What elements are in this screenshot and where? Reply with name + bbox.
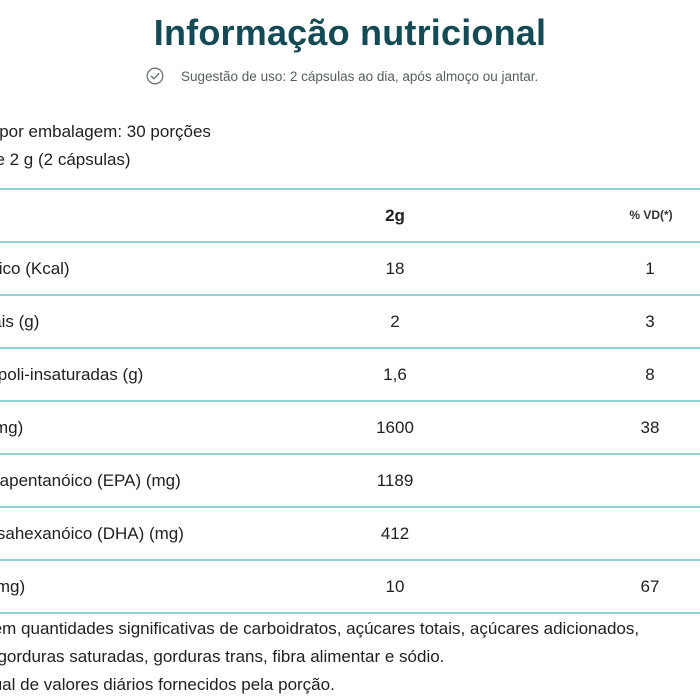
nutrient-amount: 1,6 — [383, 365, 407, 384]
table-row: uras poli-insaturadas (g) 1,6 8 — [0, 347, 700, 400]
nutrient-name: a 3 (mg) — [0, 418, 24, 437]
usage-text: Sugestão de uso: 2 cápsulas ao dia, após… — [181, 68, 539, 84]
nutrient-amount: 1600 — [376, 418, 414, 437]
usage-suggestion: Sugestão de uso: 2 cápsulas ao dia, após… — [146, 66, 538, 86]
footnote-line: tém quantidades significativas de carboi… — [0, 619, 640, 638]
table-row: eicosapentanóico (EPA) (mg) 1189 — [0, 453, 700, 506]
column-header-vd: % VD(*) — [629, 208, 673, 222]
table-row: a E (mg) 10 67 — [0, 559, 700, 614]
nutrient-vd: 1 — [645, 259, 655, 278]
nutrient-vd: 67 — [640, 577, 660, 596]
nutrient-name: docosahexanóico (DHA) (mg) — [0, 524, 184, 543]
check-circle-icon — [146, 67, 164, 85]
nutrient-name: ergético (Kcal) — [0, 259, 70, 278]
nutrient-amount: 10 — [385, 577, 405, 596]
serving-size: de 2 g (2 cápsulas) — [0, 150, 131, 169]
footnote-line: tual de valores diários fornecidos pela … — [0, 675, 335, 694]
nutrient-amount: 412 — [380, 524, 410, 543]
table-row: a 3 (mg) 1600 38 — [0, 400, 700, 453]
footnote-line: , gorduras saturadas, gorduras trans, fi… — [0, 647, 445, 666]
table-row: s totais (g) 2 3 — [0, 294, 700, 347]
nutrient-vd: 8 — [645, 365, 655, 384]
nutrient-vd — [590, 508, 700, 559]
table-row: ergético (Kcal) 18 1 — [0, 241, 700, 294]
page-title: Informação nutricional — [153, 12, 547, 53]
nutrient-vd — [590, 455, 700, 506]
nutrition-table: 2g % VD(*) ergético (Kcal) 18 1 s totais… — [0, 188, 700, 614]
nutrient-vd: 3 — [645, 312, 655, 331]
nutrient-amount: 2 — [390, 312, 400, 331]
nutrient-amount: 18 — [385, 259, 405, 278]
nutrient-name: uras poli-insaturadas (g) — [0, 365, 144, 384]
nutrient-vd: 38 — [640, 418, 660, 437]
nutrient-amount: 1189 — [376, 471, 414, 490]
table-header-row: 2g % VD(*) — [0, 188, 700, 241]
nutrient-name: eicosapentanóico (EPA) (mg) — [0, 471, 181, 490]
nutrient-name: s totais (g) — [0, 312, 40, 331]
nutrient-name: a E (mg) — [0, 577, 26, 596]
servings-per-package: s por embalagem: 30 porções — [0, 122, 211, 141]
table-row: docosahexanóico (DHA) (mg) 412 — [0, 506, 700, 559]
column-header-amount: 2g — [385, 206, 405, 225]
